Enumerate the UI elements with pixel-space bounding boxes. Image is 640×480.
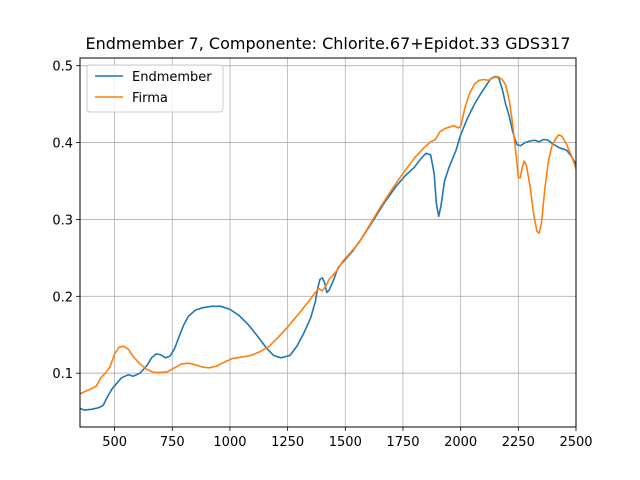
x-tick-label: 2000 (444, 435, 477, 450)
x-tick-label: 1250 (271, 435, 304, 450)
x-tick-label: 750 (160, 435, 185, 450)
x-axis: 500 750 1000 1250 1500 1750 2000 2250 2500 (102, 427, 593, 450)
series-line-endmember (80, 75, 576, 411)
series-layer (80, 75, 576, 411)
x-tick-label: 1000 (213, 435, 246, 450)
y-tick-label: 0.3 (52, 213, 73, 228)
y-tick-label: 0.2 (52, 290, 73, 305)
y-axis: 0.1 0.2 0.3 0.4 0.5 (52, 60, 80, 382)
legend: Endmember Firma (86, 64, 224, 113)
series-line-firma (80, 75, 576, 395)
grid (80, 58, 577, 427)
x-tick-label: 1500 (329, 435, 362, 450)
legend-entry: Endmember (132, 70, 212, 85)
legend-entry: Firma (132, 91, 168, 106)
x-tick-label: 2500 (559, 435, 592, 450)
y-tick-label: 0.4 (52, 137, 73, 152)
chart-title: Endmember 7, Componente: Chlorite.67+Epi… (85, 34, 570, 53)
x-tick-label: 500 (102, 435, 127, 450)
x-tick-label: 1750 (386, 435, 419, 450)
x-tick-label: 2250 (502, 435, 535, 450)
y-tick-label: 0.1 (52, 367, 73, 382)
y-tick-label: 0.5 (52, 60, 73, 75)
axes-frame (79, 57, 577, 428)
